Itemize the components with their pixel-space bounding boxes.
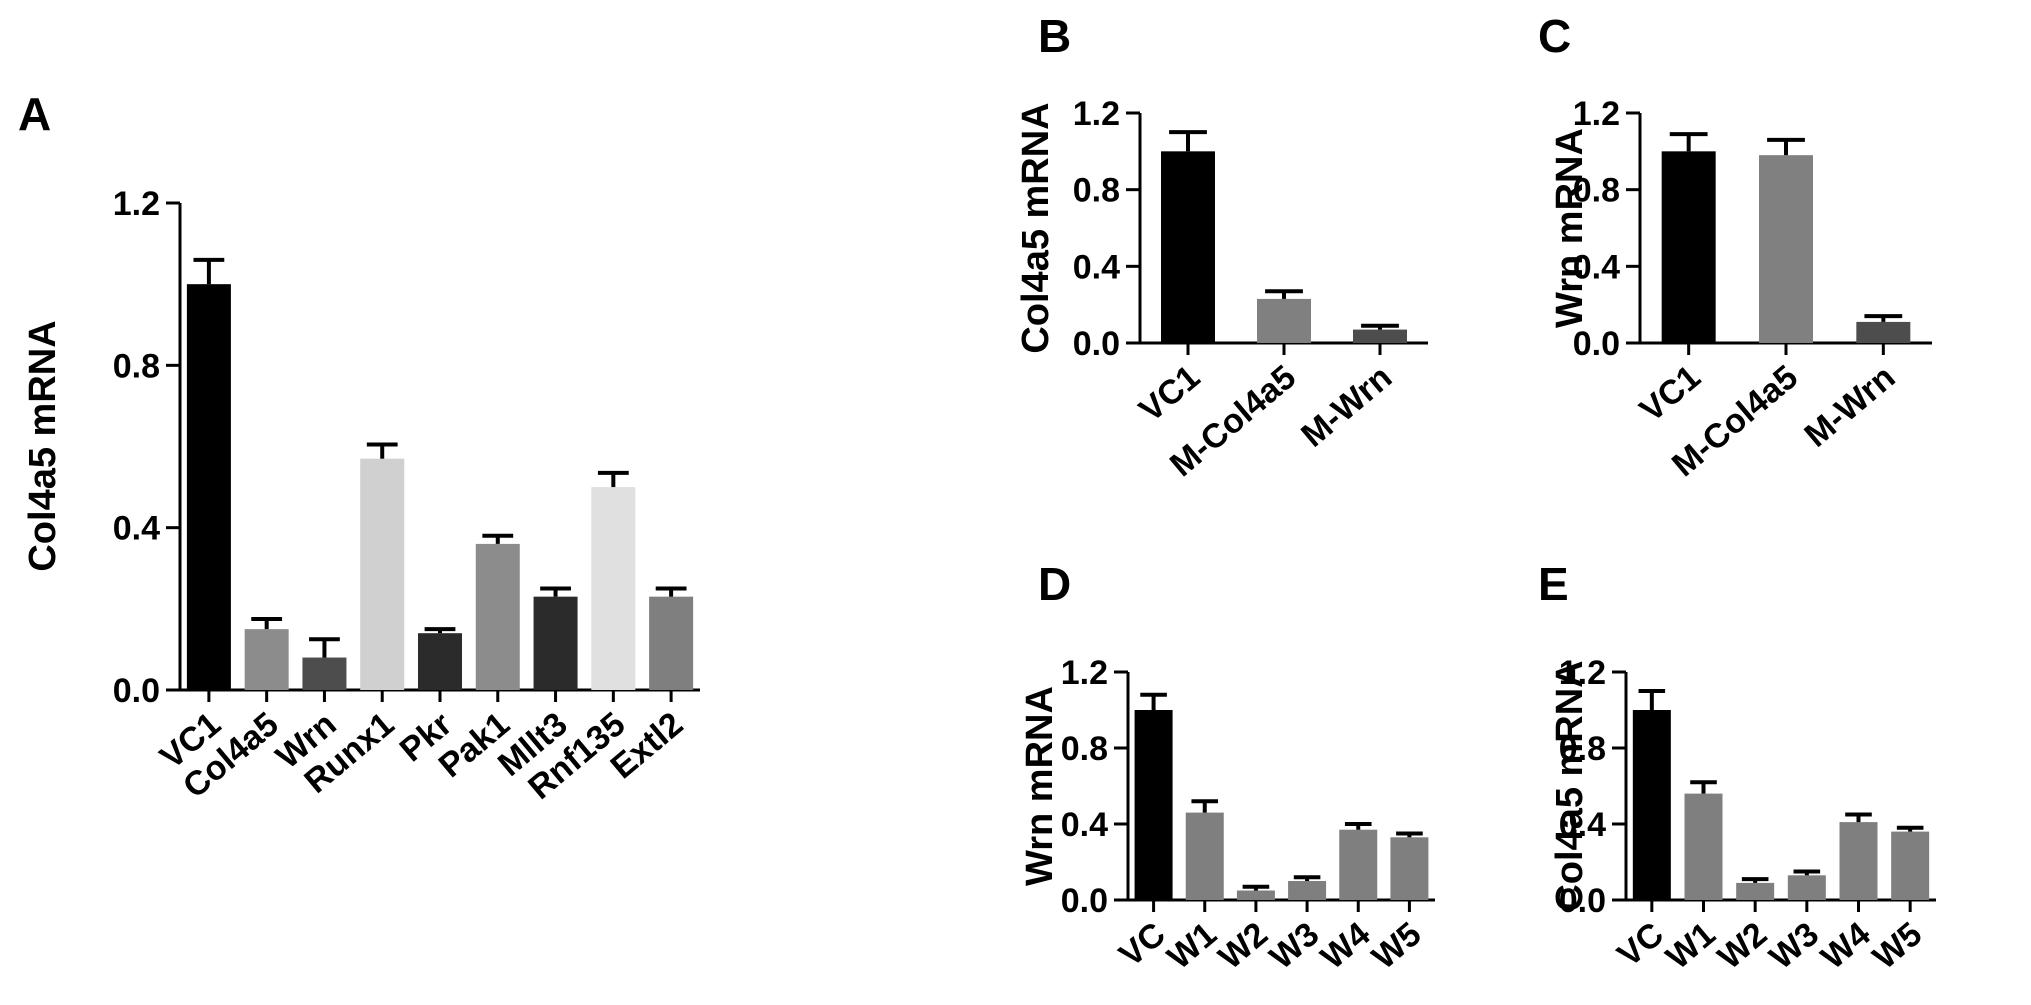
bar bbox=[475, 543, 520, 690]
bar bbox=[1787, 875, 1826, 900]
bar bbox=[1185, 812, 1224, 900]
panel-label: C bbox=[1538, 10, 1571, 62]
x-tick-label: W5 bbox=[1866, 915, 1929, 977]
bar bbox=[1661, 151, 1716, 343]
y-tick-label: 0.8 bbox=[1061, 730, 1108, 768]
bar bbox=[1856, 321, 1911, 343]
y-tick-label: 0.8 bbox=[1573, 172, 1620, 210]
y-tick-label: 0.0 bbox=[1073, 325, 1120, 363]
bar bbox=[418, 633, 462, 690]
x-tick-label: W5 bbox=[1365, 915, 1428, 977]
bar bbox=[1759, 155, 1813, 343]
y-tick-label: 0.8 bbox=[113, 347, 160, 385]
panel-label: B bbox=[1038, 10, 1071, 62]
y-tick-label: 1.2 bbox=[1061, 654, 1108, 692]
x-tick-label: VC1 bbox=[1132, 358, 1207, 430]
y-tick-label: 0.0 bbox=[1573, 325, 1620, 363]
y-tick-label: 0.4 bbox=[1061, 806, 1108, 844]
bar bbox=[1390, 837, 1429, 900]
bar bbox=[533, 596, 578, 690]
y-tick-label: 0.8 bbox=[1073, 172, 1120, 210]
y-axis-title: Wrn mRNA bbox=[1549, 128, 1591, 328]
y-tick-label: 1.2 bbox=[1073, 95, 1120, 133]
y-tick-label: 0.4 bbox=[113, 510, 160, 548]
bar bbox=[1339, 829, 1378, 900]
x-tick-label: M-Wrn bbox=[1294, 358, 1399, 455]
bar bbox=[1891, 831, 1930, 900]
bar bbox=[244, 629, 289, 690]
y-tick-label: 1.2 bbox=[1559, 654, 1606, 692]
panel-label: E bbox=[1538, 558, 1569, 610]
bar bbox=[1236, 890, 1275, 900]
bar bbox=[1632, 710, 1671, 900]
bar bbox=[360, 458, 405, 690]
bar bbox=[186, 284, 231, 690]
x-tick-label: M-Wrn bbox=[1798, 358, 1903, 455]
y-axis-title: Wrn mRNA bbox=[1019, 686, 1061, 886]
bar bbox=[591, 487, 636, 690]
bar bbox=[1839, 822, 1878, 900]
bar bbox=[1288, 881, 1327, 900]
bar bbox=[1353, 329, 1407, 343]
bar bbox=[1257, 298, 1311, 343]
bar bbox=[1736, 882, 1775, 900]
bar bbox=[1684, 793, 1723, 900]
x-tick-label: VC1 bbox=[1633, 358, 1708, 430]
panel-label: D bbox=[1038, 558, 1071, 610]
y-tick-label: 0.4 bbox=[1573, 248, 1620, 286]
y-tick-label: 0.8 bbox=[1559, 730, 1606, 768]
y-tick-label: 0.4 bbox=[1559, 806, 1606, 844]
y-tick-label: 1.2 bbox=[1573, 95, 1620, 133]
y-tick-label: 0.0 bbox=[1061, 882, 1108, 920]
bar bbox=[302, 657, 347, 690]
y-axis-title: Col4a5 mRNA bbox=[22, 320, 64, 571]
panel-label: A bbox=[18, 88, 51, 140]
bar bbox=[649, 596, 694, 690]
bar bbox=[1134, 710, 1173, 900]
y-axis-title: Col4a5 mRNA bbox=[1015, 102, 1057, 353]
y-tick-label: 1.2 bbox=[113, 185, 160, 223]
y-tick-label: 0.0 bbox=[113, 672, 160, 710]
y-axis-title: Col4a5 mRNA bbox=[1549, 660, 1591, 911]
bar bbox=[1161, 151, 1215, 343]
y-tick-label: 0.4 bbox=[1073, 248, 1120, 286]
y-tick-label: 0.0 bbox=[1559, 882, 1606, 920]
